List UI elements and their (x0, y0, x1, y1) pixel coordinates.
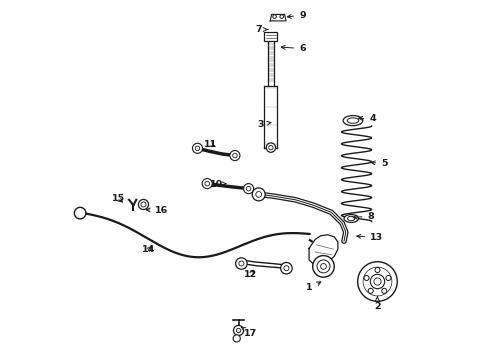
Circle shape (318, 244, 330, 255)
Circle shape (202, 179, 212, 189)
Bar (265, 32, 277, 41)
Circle shape (74, 207, 86, 219)
Circle shape (252, 188, 265, 201)
Polygon shape (242, 260, 286, 268)
Circle shape (364, 275, 369, 280)
Text: 1: 1 (306, 282, 321, 292)
Ellipse shape (347, 118, 359, 123)
Circle shape (281, 262, 292, 274)
Ellipse shape (343, 116, 363, 126)
Circle shape (233, 335, 240, 342)
Text: 13: 13 (357, 233, 383, 242)
Ellipse shape (347, 216, 355, 221)
Text: 12: 12 (245, 270, 258, 279)
Text: 17: 17 (241, 327, 258, 338)
Text: 2: 2 (374, 297, 381, 311)
Circle shape (368, 288, 373, 293)
Circle shape (230, 150, 240, 161)
Text: 7: 7 (256, 25, 268, 34)
Circle shape (280, 15, 284, 18)
Circle shape (244, 184, 254, 194)
Polygon shape (268, 42, 274, 86)
Circle shape (313, 256, 334, 277)
Circle shape (193, 143, 202, 153)
Text: 5: 5 (371, 159, 388, 168)
Circle shape (375, 267, 380, 273)
Text: 16: 16 (146, 206, 168, 215)
Text: 9: 9 (287, 11, 306, 20)
Polygon shape (309, 235, 338, 266)
Circle shape (139, 199, 148, 210)
Circle shape (382, 288, 387, 293)
Circle shape (317, 260, 330, 273)
Circle shape (266, 143, 275, 152)
Circle shape (320, 264, 326, 269)
Polygon shape (265, 86, 277, 148)
Text: 14: 14 (143, 245, 156, 253)
Text: 11: 11 (204, 140, 217, 149)
Text: 15: 15 (112, 194, 125, 203)
Circle shape (358, 262, 397, 301)
Polygon shape (270, 14, 286, 21)
Text: 4: 4 (359, 114, 376, 123)
Circle shape (236, 258, 247, 269)
Circle shape (370, 274, 385, 289)
Circle shape (233, 325, 244, 336)
Text: 6: 6 (281, 44, 306, 53)
Circle shape (386, 275, 391, 280)
Text: 10: 10 (210, 180, 226, 189)
Text: 3: 3 (258, 120, 271, 129)
Circle shape (273, 15, 276, 18)
Ellipse shape (344, 215, 358, 222)
Text: 8: 8 (353, 212, 374, 220)
